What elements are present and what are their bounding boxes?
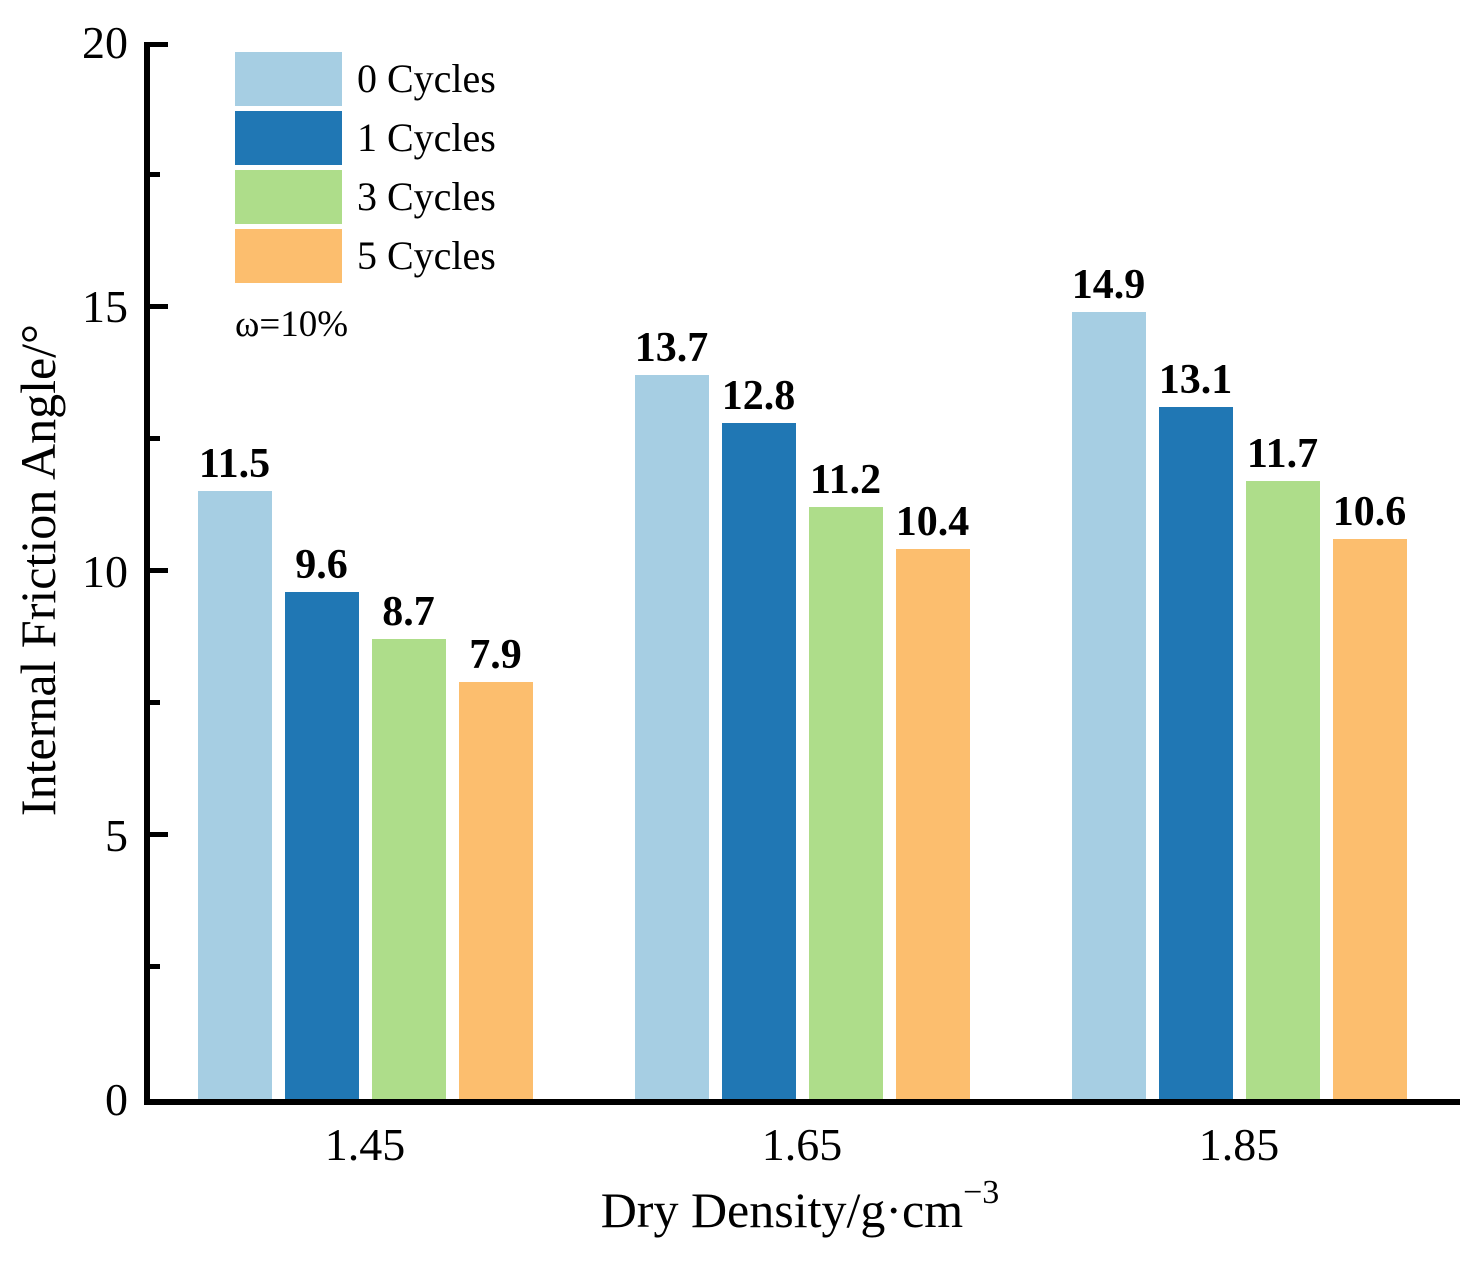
x-axis-title-text: Dry Density/g·cm [600, 1182, 964, 1238]
legend-swatch [235, 52, 342, 106]
bar-value-label: 13.7 [634, 324, 709, 371]
legend-item: 0 Cycles [235, 52, 496, 106]
legend-label: 1 Cycles [357, 115, 496, 160]
legend-item: 3 Cycles [235, 170, 496, 224]
bar-value-label: 11.7 [1246, 430, 1319, 477]
bar [721, 422, 796, 1099]
x-tick-label: 1.45 [324, 1119, 406, 1170]
legend-swatch [235, 229, 342, 283]
y-tick-label: 10 [82, 545, 128, 597]
y-major-tick [150, 832, 168, 838]
bar-value-label: 14.9 [1071, 261, 1146, 308]
bar [1245, 480, 1320, 1099]
bar-value-label: 11.5 [198, 441, 271, 488]
bar [808, 507, 883, 1099]
y-tick-label: 5 [105, 809, 128, 861]
y-minor-tick [150, 700, 160, 706]
bar [197, 491, 272, 1099]
bar-value-label: 10.6 [1332, 488, 1407, 535]
y-major-tick [150, 303, 168, 309]
legend-label: 5 Cycles [357, 233, 496, 278]
x-axis-title-exponent: −3 [963, 1174, 1000, 1212]
bar [1071, 311, 1146, 1099]
x-axis-title: Dry Density/g·cm−3 [600, 1176, 1000, 1238]
bar [895, 549, 970, 1099]
y-minor-tick [150, 964, 160, 970]
bar [284, 591, 359, 1099]
x-tick-label: 1.65 [761, 1119, 843, 1170]
y-minor-tick [150, 435, 160, 441]
bar-value-label: 9.6 [295, 541, 348, 588]
legend-label: 3 Cycles [357, 174, 496, 219]
legend-swatch [235, 170, 342, 224]
y-tick-label: 20 [82, 17, 128, 68]
bar-value-label: 8.7 [382, 589, 435, 636]
bar-value-label: 11.2 [809, 457, 882, 504]
bar-value-label: 10.4 [895, 499, 970, 546]
bar-value-label: 13.1 [1158, 356, 1233, 403]
legend-swatch [235, 111, 342, 165]
plot-area: 0 Cycles 1 Cycles 3 Cycles 5 Cycles ω=10% 11… [144, 42, 1460, 1105]
legend-item: 1 Cycles [235, 111, 496, 165]
bar [634, 374, 709, 1099]
bar [1158, 406, 1233, 1099]
bar [1332, 538, 1407, 1099]
y-major-tick [150, 42, 168, 47]
bar-value-label: 12.8 [721, 372, 796, 419]
bar [371, 639, 446, 1099]
legend-item: 5 Cycles [235, 229, 496, 283]
y-major-tick [150, 568, 168, 573]
y-tick-label: 15 [82, 281, 128, 333]
bar-value-label: 7.9 [469, 631, 522, 678]
y-tick-label: 0 [105, 1074, 128, 1125]
legend: 0 Cycles 1 Cycles 3 Cycles 5 Cycles ω=10% [235, 52, 496, 343]
annotation-moisture-content: ω=10% [235, 304, 349, 345]
legend-label: 0 Cycles [357, 56, 496, 101]
y-minor-tick [150, 171, 160, 177]
bar [458, 681, 533, 1099]
x-tick-label: 1.85 [1198, 1119, 1280, 1170]
